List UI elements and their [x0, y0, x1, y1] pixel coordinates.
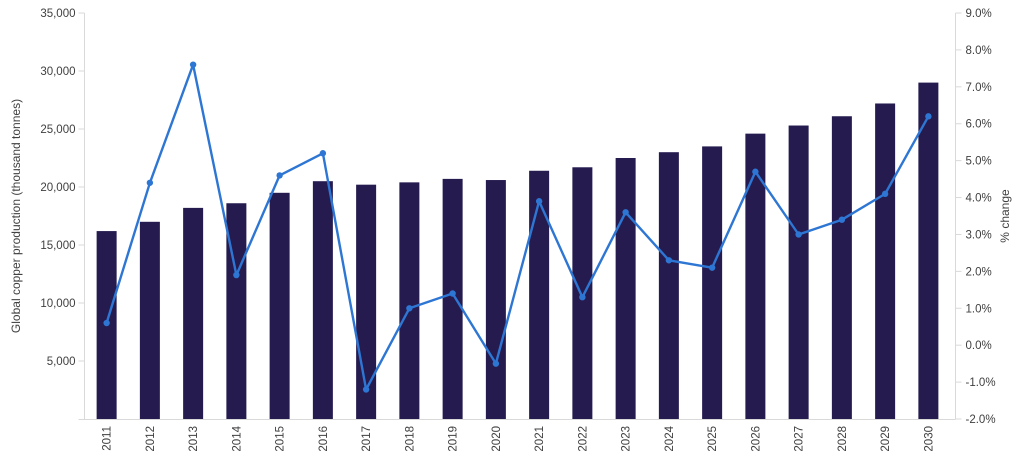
left-tick-label: 30,000 — [40, 66, 75, 78]
line-marker-2020 — [492, 360, 500, 367]
line-marker-2012 — [146, 179, 154, 186]
line-marker-2019 — [449, 290, 456, 297]
year-label-2030: 2030 — [923, 426, 935, 452]
right-axis-title: % change — [998, 189, 1012, 243]
tick-labels-group: 5,000 10,000 15,000 20,000 25,000 30,000 35,00… — [40, 8, 995, 452]
bar-2020 — [485, 180, 506, 419]
bar-2022 — [572, 167, 593, 419]
right-tick-label: 1.0% — [966, 303, 992, 315]
right-tick-label: -1.0% — [966, 377, 996, 389]
left-tick-label: 15,000 — [40, 240, 75, 252]
left-tick-label: 20,000 — [40, 182, 75, 194]
bar-2025 — [702, 146, 723, 419]
line-marker-2014 — [233, 271, 240, 279]
bar-2028 — [831, 116, 852, 420]
line-marker-2021 — [535, 198, 543, 205]
bars-group — [96, 82, 939, 420]
right-tick-label: 7.0% — [966, 82, 992, 94]
bar-2029 — [875, 103, 896, 419]
year-label-2014: 2014 — [231, 425, 243, 451]
year-label-2026: 2026 — [750, 426, 762, 452]
bar-2021 — [529, 170, 550, 419]
right-tick-label: -2.0% — [966, 414, 996, 426]
right-tick-label: 4.0% — [966, 193, 992, 205]
year-label-2011: 2011 — [102, 426, 114, 451]
year-label-2024: 2024 — [664, 425, 676, 451]
left-axis-title: Global copper production (thousand tonne… — [9, 99, 23, 333]
bar-2014 — [226, 203, 247, 419]
year-label-2013: 2013 — [188, 426, 200, 452]
line-marker-2023 — [622, 209, 629, 216]
year-label-2029: 2029 — [880, 426, 892, 452]
bar-2024 — [658, 152, 679, 419]
line-marker-2022 — [579, 294, 586, 301]
right-tick-label: 9.0% — [966, 8, 992, 20]
bar-2016 — [312, 181, 333, 419]
bar-2019 — [442, 178, 463, 419]
pct-change-line — [105, 63, 930, 391]
axes-group — [78, 12, 962, 420]
bar-2018 — [399, 182, 420, 419]
line-marker-2028 — [838, 216, 846, 223]
year-label-2018: 2018 — [404, 426, 416, 452]
bar-2023 — [615, 158, 636, 419]
line-marker-2011 — [103, 319, 110, 327]
left-tick-label: 5,000 — [47, 356, 76, 368]
right-tick-label: 8.0% — [966, 45, 992, 57]
line-group — [103, 61, 932, 393]
bar-2030 — [918, 82, 939, 419]
year-label-2021: 2021 — [534, 426, 546, 452]
left-tick-label: 10,000 — [40, 298, 75, 310]
line-marker-2018 — [406, 305, 413, 312]
line-marker-2024 — [665, 257, 673, 264]
line-marker-2016 — [319, 150, 327, 157]
year-label-2016: 2016 — [318, 426, 330, 452]
line-marker-2025 — [708, 264, 716, 271]
left-tick-label: 25,000 — [40, 124, 75, 136]
year-label-2022: 2022 — [577, 426, 589, 452]
left-tick-label: 35,000 — [40, 8, 75, 20]
line-marker-2029 — [881, 190, 889, 198]
right-tick-label: 2.0% — [966, 266, 992, 278]
bar-2026 — [745, 133, 766, 419]
bar-2012 — [139, 221, 160, 419]
line-marker-2027 — [795, 231, 802, 238]
right-tick-label: 5.0% — [966, 156, 992, 168]
line-marker-2026 — [752, 168, 759, 175]
line-marker-2013 — [189, 61, 197, 68]
line-marker-2015 — [276, 172, 283, 179]
year-label-2025: 2025 — [707, 426, 719, 452]
bar-2013 — [183, 207, 204, 419]
year-label-2027: 2027 — [794, 426, 806, 452]
year-label-2023: 2023 — [621, 426, 633, 452]
line-marker-2030 — [925, 113, 932, 120]
line-marker-2017 — [362, 386, 370, 393]
year-label-2012: 2012 — [145, 426, 157, 452]
right-tick-label: 6.0% — [966, 119, 992, 131]
right-tick-label: 3.0% — [966, 229, 992, 241]
year-label-2019: 2019 — [448, 426, 460, 452]
year-label-2028: 2028 — [837, 426, 849, 452]
bar-2027 — [788, 125, 809, 420]
year-label-2015: 2015 — [275, 426, 287, 452]
year-label-2020: 2020 — [491, 426, 503, 452]
right-tick-label: 0.0% — [966, 340, 992, 352]
bar-2015 — [269, 192, 290, 419]
year-label-2017: 2017 — [361, 426, 373, 452]
